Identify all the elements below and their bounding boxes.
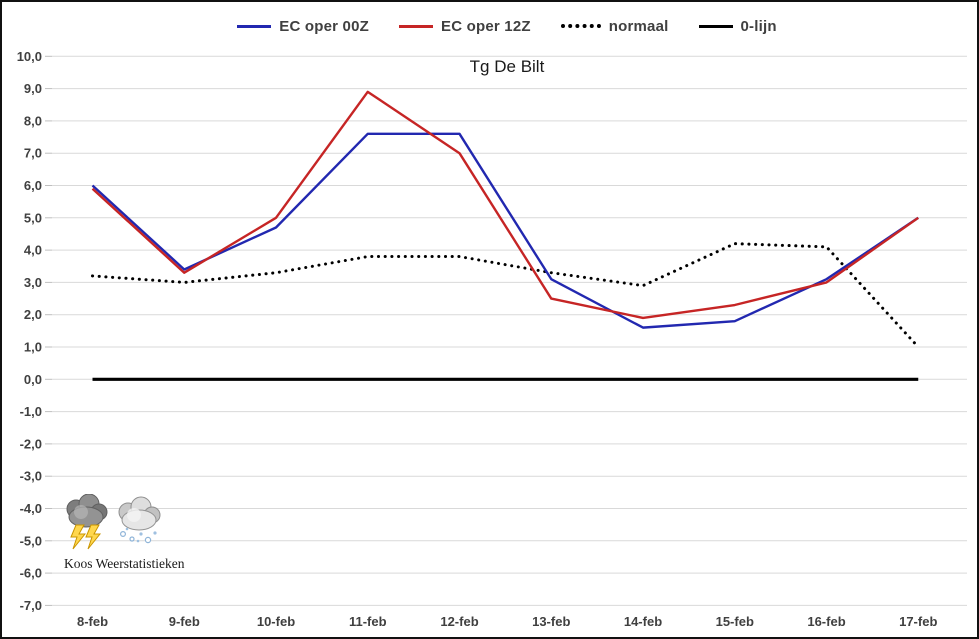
series-line-ec-oper-00z — [91, 132, 919, 329]
x-axis-label: 13-feb — [532, 614, 570, 629]
legend-label: EC oper 12Z — [441, 17, 531, 35]
legend-label: normaal — [608, 17, 669, 35]
y-axis-label: 6,0 — [24, 178, 42, 193]
legend-item-ec-oper-00z[interactable]: EC oper 00Z — [237, 18, 369, 35]
series-line-normaal — [91, 242, 920, 349]
ec-oper-00z-line-swatch-icon — [237, 24, 272, 28]
y-axis-label: -4,0 — [20, 501, 42, 516]
normaal-line-swatch-icon — [560, 24, 601, 28]
y-axis-label: -1,0 — [20, 404, 42, 419]
legend-label: EC oper 00Z — [279, 17, 370, 35]
0-lijn-line-swatch-icon — [698, 24, 733, 28]
weather-icons — [66, 494, 161, 550]
y-axis-label: -2,0 — [20, 436, 42, 451]
y-axis-label: -5,0 — [20, 533, 42, 548]
x-axis-label: 14-feb — [624, 614, 662, 629]
storm-cloud-lightning-icon — [66, 494, 108, 550]
x-axis-label: 17-feb — [899, 614, 937, 629]
y-axis-label: 9,0 — [24, 81, 42, 96]
x-axis-label: 9-feb — [169, 614, 200, 629]
y-axis-label: 10,0 — [17, 49, 42, 64]
x-axis-label: 8-feb — [77, 614, 108, 629]
branding-label: Koos Weerstatistieken — [64, 556, 185, 571]
y-axis-label: 0,0 — [24, 372, 42, 387]
legend-item-normaal[interactable]: normaal — [560, 17, 669, 35]
ec-oper-12z-line-swatch-icon — [399, 24, 434, 28]
y-axis-label: 1,0 — [24, 340, 42, 355]
y-axis-label: 7,0 — [24, 146, 42, 161]
y-axis-label: -6,0 — [20, 566, 42, 581]
y-axis-label: 5,0 — [24, 210, 42, 225]
x-axis-label: 16-feb — [807, 614, 845, 629]
y-axis-label: -7,0 — [20, 598, 42, 613]
y-axis-label: 2,0 — [24, 307, 42, 322]
y-axis-label: -3,0 — [20, 469, 42, 484]
legend-label: 0-lijn — [740, 17, 777, 35]
x-axis-label: 15-feb — [716, 614, 754, 629]
series-line-ec-oper-12z — [91, 90, 919, 320]
y-axis-label: 4,0 — [24, 243, 42, 258]
x-axis-label: 10-feb — [257, 614, 295, 629]
legend-item-ec-oper-12z[interactable]: EC oper 12Z — [399, 18, 531, 35]
y-axis-label: 8,0 — [24, 113, 42, 128]
chart-title: Tg De Bilt — [469, 57, 545, 76]
y-axis-label: 3,0 — [24, 275, 42, 290]
x-axis-label: 11-feb — [349, 614, 387, 629]
x-axis-label: 12-feb — [440, 614, 478, 629]
legend-item-0-lijn[interactable]: 0-lijn — [698, 17, 777, 35]
snow-cloud-icon — [118, 496, 161, 544]
legend: EC oper 00Z EC oper 12Z normaal 0-lijn — [37, 14, 977, 38]
